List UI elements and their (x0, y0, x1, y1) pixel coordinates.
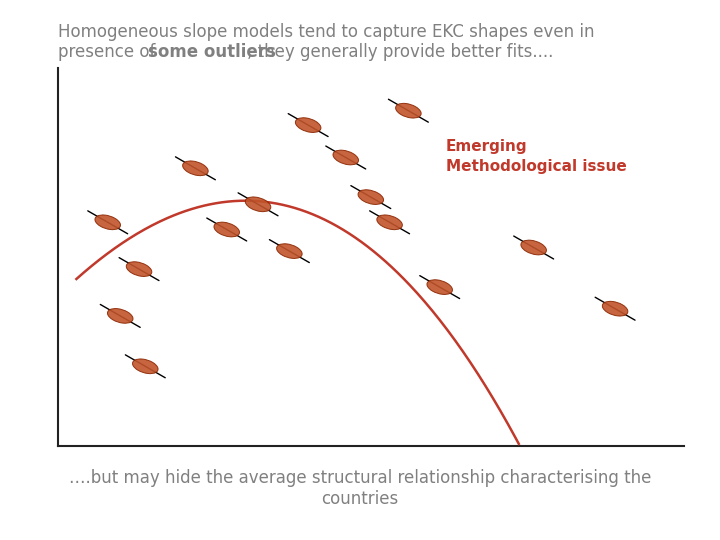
Text: , they generally provide better fits....: , they generally provide better fits.... (247, 43, 554, 61)
Text: Homogeneous slope models tend to capture EKC shapes even in: Homogeneous slope models tend to capture… (58, 23, 594, 40)
Text: countries: countries (321, 490, 399, 509)
Ellipse shape (132, 359, 158, 374)
Ellipse shape (126, 262, 152, 276)
Ellipse shape (333, 150, 359, 165)
Ellipse shape (276, 244, 302, 259)
Ellipse shape (427, 280, 452, 294)
Ellipse shape (521, 240, 546, 255)
Text: presence of: presence of (58, 43, 161, 61)
Ellipse shape (603, 301, 628, 316)
Ellipse shape (214, 222, 240, 237)
Ellipse shape (295, 118, 321, 132)
Text: Emerging
Methodological issue: Emerging Methodological issue (446, 139, 626, 174)
Ellipse shape (358, 190, 384, 205)
Text: some outliers: some outliers (148, 43, 276, 61)
Ellipse shape (95, 215, 120, 230)
Ellipse shape (246, 197, 271, 212)
Ellipse shape (107, 308, 133, 323)
Ellipse shape (377, 215, 402, 230)
Ellipse shape (183, 161, 208, 176)
Text: ….but may hide the average structural relationship characterising the: ….but may hide the average structural re… (69, 469, 651, 487)
Ellipse shape (395, 103, 421, 118)
